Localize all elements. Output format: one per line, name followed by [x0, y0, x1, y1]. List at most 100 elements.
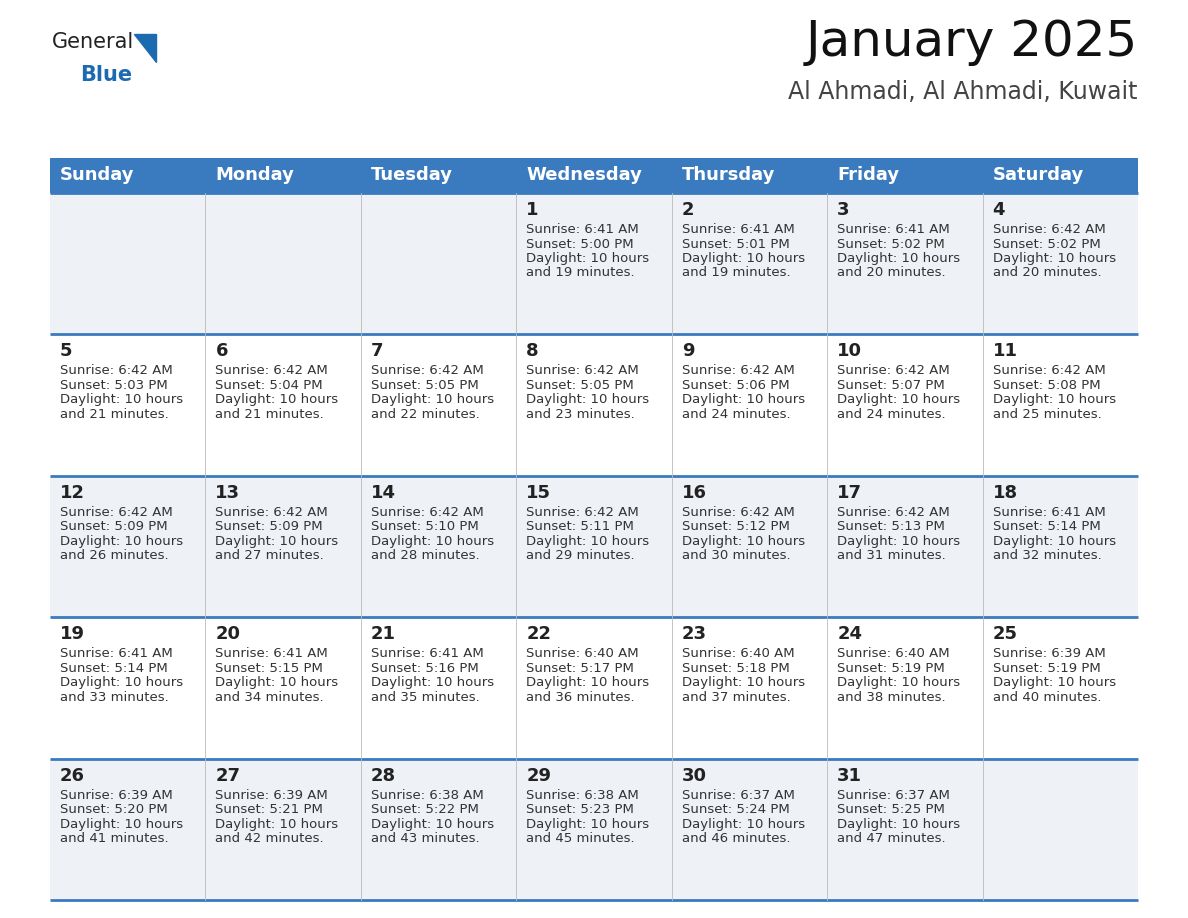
Text: Saturday: Saturday	[992, 166, 1083, 185]
Text: Daylight: 10 hours: Daylight: 10 hours	[682, 677, 804, 689]
Bar	[361, 158, 517, 193]
Text: 23: 23	[682, 625, 707, 644]
Bar	[361, 476, 517, 617]
Text: Sunset: 5:08 PM: Sunset: 5:08 PM	[992, 379, 1100, 392]
Text: Sunrise: 6:38 AM: Sunrise: 6:38 AM	[371, 789, 484, 801]
Bar	[517, 617, 671, 758]
Text: Daylight: 10 hours: Daylight: 10 hours	[526, 394, 650, 407]
Text: Sunset: 5:19 PM: Sunset: 5:19 PM	[992, 662, 1100, 675]
Text: Sunrise: 6:39 AM: Sunrise: 6:39 AM	[215, 789, 328, 801]
Text: Daylight: 10 hours: Daylight: 10 hours	[215, 818, 339, 831]
Text: 19: 19	[61, 625, 86, 644]
Text: Daylight: 10 hours: Daylight: 10 hours	[371, 677, 494, 689]
Bar	[206, 476, 361, 617]
Polygon shape	[134, 34, 156, 62]
Text: Sunset: 5:20 PM: Sunset: 5:20 PM	[61, 803, 168, 816]
Text: Daylight: 10 hours: Daylight: 10 hours	[838, 677, 960, 689]
Text: Sunset: 5:05 PM: Sunset: 5:05 PM	[371, 379, 479, 392]
Text: Tuesday: Tuesday	[371, 166, 453, 185]
Bar	[517, 158, 671, 193]
Text: Sunrise: 6:42 AM: Sunrise: 6:42 AM	[682, 506, 795, 519]
Bar	[827, 193, 982, 334]
Text: Sunset: 5:00 PM: Sunset: 5:00 PM	[526, 238, 634, 251]
Text: Sunrise: 6:41 AM: Sunrise: 6:41 AM	[61, 647, 172, 660]
Text: Sunset: 5:09 PM: Sunset: 5:09 PM	[215, 521, 323, 533]
Text: Daylight: 10 hours: Daylight: 10 hours	[526, 252, 650, 265]
Text: Daylight: 10 hours: Daylight: 10 hours	[526, 535, 650, 548]
Text: Sunset: 5:12 PM: Sunset: 5:12 PM	[682, 521, 790, 533]
Bar	[206, 617, 361, 758]
Text: Sunset: 5:17 PM: Sunset: 5:17 PM	[526, 662, 634, 675]
Text: and 43 minutes.: and 43 minutes.	[371, 832, 480, 845]
Bar	[827, 617, 982, 758]
Text: Sunrise: 6:42 AM: Sunrise: 6:42 AM	[371, 364, 484, 377]
Bar	[50, 476, 206, 617]
Bar	[50, 193, 206, 334]
Text: Daylight: 10 hours: Daylight: 10 hours	[215, 394, 339, 407]
Bar	[361, 334, 517, 476]
Text: Thursday: Thursday	[682, 166, 775, 185]
Bar	[361, 617, 517, 758]
Text: Monday: Monday	[215, 166, 295, 185]
Text: and 33 minutes.: and 33 minutes.	[61, 690, 169, 704]
Text: 4: 4	[992, 201, 1005, 219]
Text: Sunset: 5:03 PM: Sunset: 5:03 PM	[61, 379, 168, 392]
Bar	[671, 758, 827, 900]
Text: Sunrise: 6:40 AM: Sunrise: 6:40 AM	[682, 647, 795, 660]
Text: 30: 30	[682, 767, 707, 785]
Text: Sunrise: 6:41 AM: Sunrise: 6:41 AM	[992, 506, 1105, 519]
Text: 20: 20	[215, 625, 240, 644]
Text: and 24 minutes.: and 24 minutes.	[682, 408, 790, 420]
Text: 8: 8	[526, 342, 539, 361]
Bar	[671, 476, 827, 617]
Text: and 45 minutes.: and 45 minutes.	[526, 832, 634, 845]
Text: 18: 18	[992, 484, 1018, 502]
Text: Daylight: 10 hours: Daylight: 10 hours	[61, 394, 183, 407]
Text: Daylight: 10 hours: Daylight: 10 hours	[61, 535, 183, 548]
Text: Daylight: 10 hours: Daylight: 10 hours	[526, 818, 650, 831]
Text: Wednesday: Wednesday	[526, 166, 643, 185]
Text: Sunrise: 6:39 AM: Sunrise: 6:39 AM	[61, 789, 172, 801]
Bar	[982, 617, 1138, 758]
Text: Sunset: 5:14 PM: Sunset: 5:14 PM	[61, 662, 168, 675]
Text: Daylight: 10 hours: Daylight: 10 hours	[992, 394, 1116, 407]
Bar	[517, 334, 671, 476]
Text: 24: 24	[838, 625, 862, 644]
Text: Daylight: 10 hours: Daylight: 10 hours	[371, 818, 494, 831]
Text: and 34 minutes.: and 34 minutes.	[215, 690, 324, 704]
Text: Sunrise: 6:42 AM: Sunrise: 6:42 AM	[526, 506, 639, 519]
Text: and 32 minutes.: and 32 minutes.	[992, 549, 1101, 563]
Bar	[827, 334, 982, 476]
Text: Sunrise: 6:42 AM: Sunrise: 6:42 AM	[838, 364, 950, 377]
Text: Sunrise: 6:42 AM: Sunrise: 6:42 AM	[992, 364, 1105, 377]
Text: and 47 minutes.: and 47 minutes.	[838, 832, 946, 845]
Text: and 37 minutes.: and 37 minutes.	[682, 690, 790, 704]
Text: 13: 13	[215, 484, 240, 502]
Bar	[517, 476, 671, 617]
Bar	[50, 158, 206, 193]
Text: and 31 minutes.: and 31 minutes.	[838, 549, 946, 563]
Text: and 41 minutes.: and 41 minutes.	[61, 832, 169, 845]
Text: Sunrise: 6:41 AM: Sunrise: 6:41 AM	[215, 647, 328, 660]
Text: 10: 10	[838, 342, 862, 361]
Text: Daylight: 10 hours: Daylight: 10 hours	[371, 535, 494, 548]
Text: Daylight: 10 hours: Daylight: 10 hours	[992, 535, 1116, 548]
Bar	[361, 758, 517, 900]
Text: 26: 26	[61, 767, 86, 785]
Text: 22: 22	[526, 625, 551, 644]
Text: 2: 2	[682, 201, 694, 219]
Bar	[206, 334, 361, 476]
Text: Sunrise: 6:42 AM: Sunrise: 6:42 AM	[371, 506, 484, 519]
Text: Daylight: 10 hours: Daylight: 10 hours	[215, 677, 339, 689]
Text: and 30 minutes.: and 30 minutes.	[682, 549, 790, 563]
Bar	[982, 334, 1138, 476]
Text: 7: 7	[371, 342, 384, 361]
Text: Sunrise: 6:42 AM: Sunrise: 6:42 AM	[61, 506, 172, 519]
Text: Sunrise: 6:41 AM: Sunrise: 6:41 AM	[526, 223, 639, 236]
Text: Sunset: 5:14 PM: Sunset: 5:14 PM	[992, 521, 1100, 533]
Text: Sunset: 5:01 PM: Sunset: 5:01 PM	[682, 238, 790, 251]
Text: 6: 6	[215, 342, 228, 361]
Text: and 20 minutes.: and 20 minutes.	[838, 266, 946, 279]
Text: General: General	[52, 32, 134, 52]
Text: Blue: Blue	[80, 65, 132, 85]
